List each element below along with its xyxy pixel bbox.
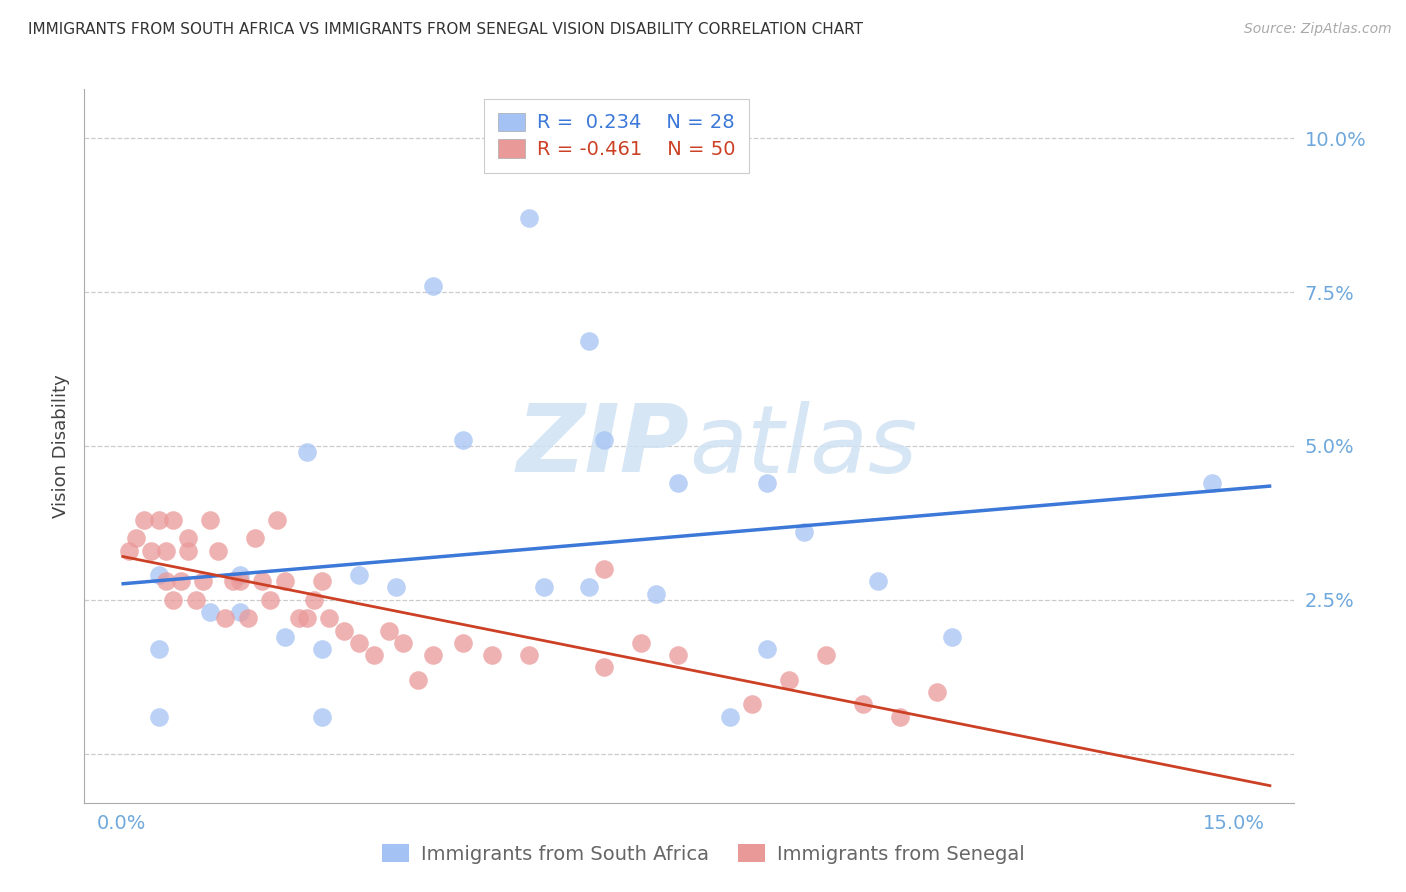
Point xyxy=(392,636,415,650)
Point xyxy=(852,698,875,712)
Point xyxy=(184,592,207,607)
Point xyxy=(273,574,295,589)
Legend: Immigrants from South Africa, Immigrants from Senegal: Immigrants from South Africa, Immigrants… xyxy=(373,834,1033,873)
Point xyxy=(741,698,763,712)
Point xyxy=(295,445,318,459)
Point xyxy=(259,592,281,607)
Point xyxy=(363,648,385,662)
Point xyxy=(755,642,778,657)
Point xyxy=(295,611,318,625)
Point xyxy=(311,574,333,589)
Text: atlas: atlas xyxy=(689,401,917,491)
Text: IMMIGRANTS FROM SOUTH AFRICA VS IMMIGRANTS FROM SENEGAL VISION DISABILITY CORREL: IMMIGRANTS FROM SOUTH AFRICA VS IMMIGRAN… xyxy=(28,22,863,37)
Point xyxy=(533,581,555,595)
Point xyxy=(347,568,370,582)
Point xyxy=(148,513,170,527)
Point xyxy=(273,630,295,644)
Point xyxy=(815,648,838,662)
Point xyxy=(191,574,214,589)
Point xyxy=(778,673,800,687)
Y-axis label: Vision Disability: Vision Disability xyxy=(52,374,70,518)
Point xyxy=(236,611,259,625)
Point xyxy=(927,685,949,699)
Point xyxy=(177,531,200,545)
Point xyxy=(941,630,963,644)
Point xyxy=(288,611,311,625)
Point xyxy=(214,611,236,625)
Point xyxy=(666,648,689,662)
Point xyxy=(311,709,333,723)
Text: Source: ZipAtlas.com: Source: ZipAtlas.com xyxy=(1244,22,1392,37)
Point xyxy=(347,636,370,650)
Point xyxy=(207,543,229,558)
Point xyxy=(592,562,614,576)
Point xyxy=(644,587,666,601)
Point xyxy=(132,513,155,527)
Point xyxy=(200,605,222,619)
Point xyxy=(170,574,193,589)
Point xyxy=(125,531,148,545)
Point xyxy=(229,568,252,582)
Point xyxy=(519,211,541,226)
Point xyxy=(718,709,741,723)
Point xyxy=(148,568,170,582)
Point xyxy=(162,592,184,607)
Point xyxy=(481,648,503,662)
Point xyxy=(229,574,252,589)
Point xyxy=(311,642,333,657)
Point xyxy=(755,475,778,490)
Point xyxy=(578,581,600,595)
Text: ZIP: ZIP xyxy=(516,400,689,492)
Point xyxy=(889,709,911,723)
Point xyxy=(1201,475,1223,490)
Point xyxy=(118,543,141,558)
Point xyxy=(793,525,815,540)
Point xyxy=(406,673,429,687)
Point xyxy=(377,624,399,638)
Point xyxy=(266,513,288,527)
Point xyxy=(630,636,652,650)
Point xyxy=(200,513,222,527)
Point xyxy=(519,648,541,662)
Legend: R =  0.234    N = 28, R = -0.461    N = 50: R = 0.234 N = 28, R = -0.461 N = 50 xyxy=(484,99,749,173)
Point xyxy=(333,624,356,638)
Point xyxy=(243,531,266,545)
Point xyxy=(155,543,177,558)
Point xyxy=(451,433,474,447)
Point xyxy=(148,709,170,723)
Point xyxy=(229,605,252,619)
Point xyxy=(162,513,184,527)
Point xyxy=(148,642,170,657)
Point xyxy=(578,334,600,349)
Point xyxy=(139,543,162,558)
Point xyxy=(422,648,444,662)
Point xyxy=(592,433,614,447)
Point xyxy=(155,574,177,589)
Point xyxy=(318,611,340,625)
Point xyxy=(252,574,274,589)
Point xyxy=(868,574,890,589)
Point xyxy=(385,581,408,595)
Point xyxy=(592,660,614,674)
Point xyxy=(666,475,689,490)
Point xyxy=(177,543,200,558)
Point xyxy=(422,279,444,293)
Point xyxy=(222,574,245,589)
Point xyxy=(451,636,474,650)
Point xyxy=(304,592,326,607)
